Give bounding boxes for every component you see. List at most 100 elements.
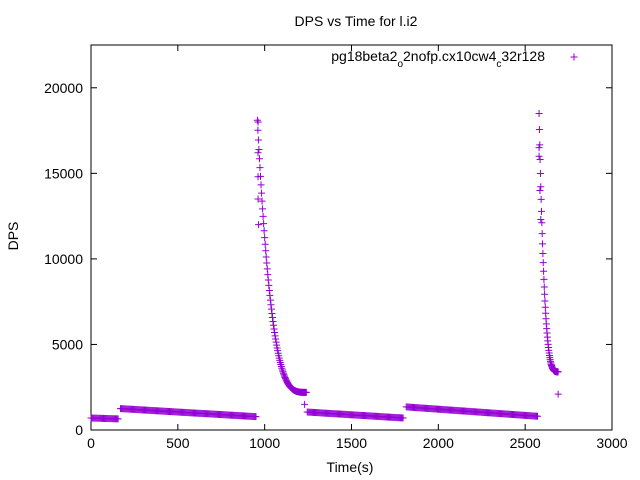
data-point: [540, 267, 548, 275]
data-point: [258, 197, 266, 205]
plot-frame: [90, 44, 613, 431]
data-point: [273, 341, 281, 349]
axes: [90, 44, 613, 431]
data-point: [538, 219, 546, 227]
data-point: [537, 195, 545, 203]
x-tick-label: 2000: [423, 435, 454, 451]
data-point: [271, 332, 279, 340]
y-axis-label: DPS: [5, 222, 21, 251]
y-tick-label: 15000: [44, 165, 83, 181]
data-point: [535, 126, 543, 134]
y-tick-label: 20000: [44, 80, 83, 96]
x-tick-label: 500: [166, 435, 190, 451]
data-point: [269, 318, 277, 326]
data-point: [554, 390, 562, 398]
x-tick-label: 0: [87, 435, 95, 451]
data-point: [266, 296, 274, 304]
y-axis-ticks: 0 5000 10000 15000 20000: [44, 80, 612, 438]
data-point: [270, 325, 278, 333]
data-point: [541, 290, 549, 298]
data-point: [278, 366, 286, 374]
y-tick-label: 5000: [52, 336, 83, 352]
data-point: [258, 189, 266, 197]
data-point: [541, 297, 549, 305]
data-point: [262, 247, 270, 255]
x-tick-label: 3000: [596, 435, 627, 451]
data-point: [255, 221, 263, 229]
data-point: [253, 116, 261, 124]
y-tick-label: 0: [75, 422, 83, 438]
data-point: [263, 259, 271, 267]
data-point: [535, 152, 543, 160]
data-point: [272, 338, 280, 346]
data-point: [264, 276, 272, 284]
data-point: [267, 305, 275, 313]
data-point: [268, 314, 276, 322]
data-point: [255, 155, 263, 163]
chart-title: DPS vs Time for l.i2: [295, 13, 418, 29]
data-point: [264, 271, 272, 279]
legend-marker: [570, 53, 578, 61]
x-axis-ticks: 0 500 1000 1500 2000 2500 3000: [87, 45, 628, 451]
legend: pg18beta2o2nofp.cx10cw4c32r128: [331, 48, 578, 70]
data-point: [254, 195, 262, 203]
data-point: [257, 181, 265, 189]
data-point: [278, 364, 286, 372]
data-point: [114, 415, 122, 423]
data-point: [255, 145, 263, 153]
data-point: [279, 369, 287, 377]
data-point: [554, 368, 562, 376]
x-axis-label: Time(s): [327, 459, 374, 475]
data-point: [540, 275, 548, 283]
data-point: [267, 301, 275, 309]
data-point: [540, 283, 548, 291]
data-point: [537, 207, 545, 215]
data-point: [541, 303, 549, 311]
legend-marker-symbol: [570, 53, 578, 61]
x-tick-label: 1000: [249, 435, 280, 451]
data-point: [539, 240, 547, 248]
data-point: [254, 173, 262, 181]
data-point: [261, 240, 269, 248]
data-point: [270, 321, 278, 329]
data-point: [537, 183, 545, 191]
data-point: [272, 335, 280, 343]
data-points: [87, 109, 562, 423]
data-point: [259, 205, 267, 213]
data-point: [268, 309, 276, 317]
data-point: [260, 220, 268, 228]
data-point: [536, 155, 544, 163]
data-point: [265, 281, 273, 289]
data-point: [265, 286, 273, 294]
data-point: [277, 362, 285, 370]
data-point: [261, 234, 269, 242]
data-point: [254, 149, 262, 157]
legend-label: pg18beta2o2nofp.cx10cw4c32r128: [331, 48, 545, 70]
data-point: [301, 400, 309, 408]
data-point: [262, 253, 270, 261]
data-point: [399, 414, 407, 422]
x-tick-label: 1500: [336, 435, 367, 451]
data-point: [254, 136, 262, 144]
data-point: [539, 249, 547, 257]
data-point: [256, 164, 264, 172]
data-point: [254, 118, 262, 126]
y-tick-label: 10000: [44, 251, 83, 267]
data-point: [533, 412, 541, 420]
data-point: [260, 227, 268, 235]
data-point: [538, 230, 546, 238]
data-point: [535, 144, 543, 152]
data-point: [271, 328, 279, 336]
x-tick-label: 2500: [510, 435, 541, 451]
data-point: [259, 212, 267, 220]
data-point: [254, 126, 262, 134]
data-point: [535, 109, 543, 117]
data-point: [263, 265, 271, 273]
data-point: [537, 216, 545, 224]
data-point: [302, 388, 310, 396]
data-point: [536, 169, 544, 177]
data-point: [266, 291, 274, 299]
data-point: [539, 259, 547, 267]
data-point: [279, 368, 287, 376]
